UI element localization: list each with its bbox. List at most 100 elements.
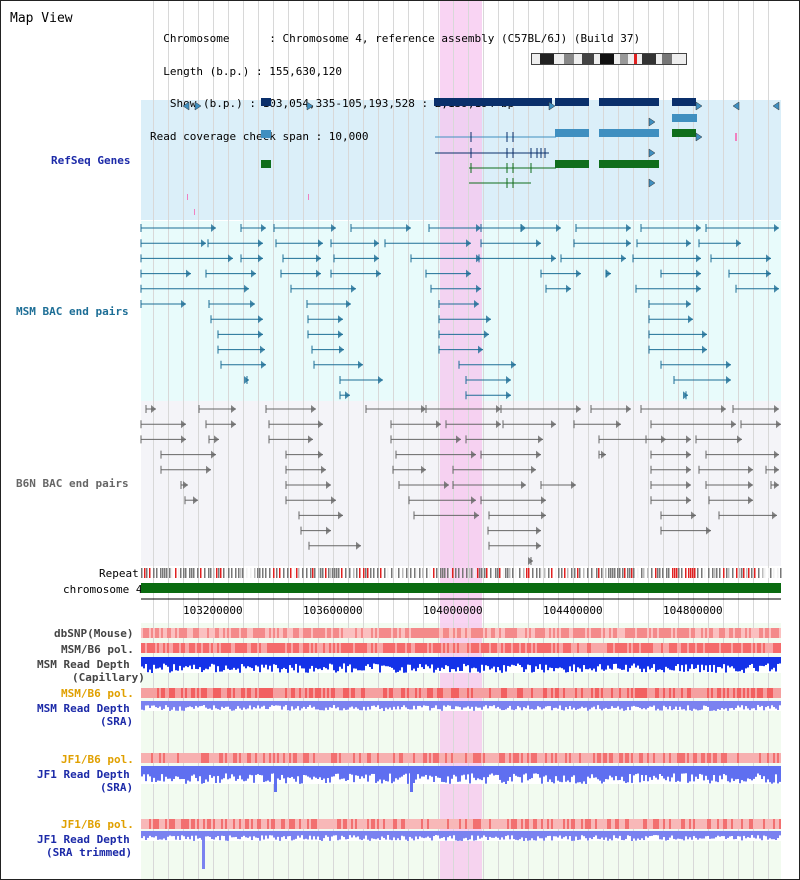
repeat-label[interactable]: Repeat — [99, 567, 139, 580]
polymorphism-mark — [319, 643, 321, 653]
read-depth-bar — [233, 657, 235, 668]
polymorphism-mark — [393, 753, 395, 763]
bac-end-arrow-icon — [536, 450, 541, 459]
read-depth-bar — [245, 701, 247, 710]
read-depth-bar — [657, 701, 659, 709]
polymorphism-mark — [435, 753, 437, 763]
bac-end-arrow-icon — [696, 284, 701, 293]
jf1-b6-pol-2-label[interactable]: JF1/B6 pol. — [61, 818, 134, 831]
read-depth-bar — [179, 701, 181, 707]
msm-read-depth-cap-label[interactable]: MSM Read Depth — [37, 658, 130, 671]
polymorphism-mark — [501, 753, 503, 763]
polymorphism-mark — [343, 628, 345, 638]
chromosome-ideogram[interactable] — [531, 53, 687, 65]
read-depth-bar — [219, 701, 221, 710]
read-depth-bar — [633, 766, 635, 776]
repeat-mark — [183, 568, 185, 578]
polymorphism-mark — [377, 628, 379, 638]
repeat-mark — [719, 568, 721, 578]
marker — [308, 194, 309, 200]
read-depth-bar — [231, 701, 233, 711]
marker — [194, 209, 195, 215]
polymorphism-mark — [517, 753, 519, 763]
msm-b6-pol-label[interactable]: MSM/B6 pol. — [61, 643, 134, 656]
polymorphism-mark — [299, 643, 301, 653]
polymorphism-mark — [523, 628, 525, 638]
read-depth-bar — [715, 657, 717, 673]
polymorphism-mark — [437, 688, 439, 698]
read-depth-bar — [269, 657, 271, 666]
polymorphism-mark — [759, 688, 761, 698]
jf1-b6-pol-label[interactable]: JF1/B6 pol. — [61, 753, 134, 766]
read-depth-bar — [663, 701, 665, 706]
axis-tick: 104400000 — [543, 604, 603, 617]
chromosome-label[interactable]: chromosome 4 — [63, 583, 143, 596]
read-depth-bar — [195, 657, 197, 669]
read-depth-bar — [549, 657, 551, 668]
msm-bac-label[interactable]: MSM BAC end pairs — [16, 305, 129, 318]
refseq-label[interactable]: RefSeq Genes — [51, 154, 131, 167]
jf1-read-depth-label[interactable]: JF1 Read Depth — [37, 768, 130, 781]
read-depth-bar — [573, 657, 575, 665]
repeat-mark — [365, 568, 367, 578]
polymorphism-mark — [545, 688, 547, 698]
read-depth-bar — [599, 831, 601, 840]
repeat-mark — [505, 568, 507, 578]
read-depth-bar — [281, 701, 283, 710]
b6n-bac-label[interactable]: B6N BAC end pairs — [16, 477, 129, 490]
read-depth-bar — [775, 831, 777, 841]
polymorphism-mark — [751, 688, 753, 698]
polymorphism-mark — [151, 753, 153, 763]
read-depth-bar — [649, 831, 651, 837]
repeat-mark — [532, 568, 534, 578]
polymorphism-mark — [595, 688, 597, 698]
read-depth-bar — [521, 657, 523, 668]
read-depth-bar — [533, 701, 535, 710]
read-depth-bar — [171, 766, 173, 782]
read-depth-bar — [739, 766, 741, 784]
polymorphism-mark — [359, 753, 361, 763]
read-depth-bar — [215, 831, 217, 838]
polymorphism-mark — [225, 819, 227, 829]
read-depth-bar — [253, 657, 255, 671]
polymorphism-band — [141, 688, 781, 698]
read-depth-bar — [693, 701, 695, 709]
polymorphism-mark — [289, 753, 291, 763]
polymorphism-mark — [511, 819, 513, 829]
polymorphism-mark — [651, 628, 653, 638]
polymorphism-mark — [437, 753, 439, 763]
polymorphism-mark — [421, 819, 423, 829]
read-depth-bar — [639, 831, 641, 840]
polymorphism-mark — [479, 753, 481, 763]
read-depth-bar — [191, 766, 193, 776]
read-depth-bar — [749, 657, 751, 665]
bac-end-arrow-icon — [406, 224, 411, 232]
read-depth-bar — [773, 657, 775, 668]
polymorphism-mark — [271, 819, 273, 829]
read-depth-bar — [285, 701, 287, 706]
read-depth-bar — [567, 657, 569, 673]
read-depth-bar — [715, 831, 717, 838]
read-depth-bar — [563, 657, 565, 670]
dbsnp-label[interactable]: dbSNP(Mouse) — [54, 627, 134, 640]
polymorphism-mark — [767, 688, 769, 698]
msm-b6-pol-sra-label[interactable]: MSM/B6 pol. — [61, 687, 134, 700]
polymorphism-mark — [581, 819, 583, 829]
polymorphism-mark — [669, 688, 671, 698]
jf1-trimmed-label[interactable]: JF1 Read Depth — [37, 833, 130, 846]
read-depth-bar — [677, 766, 679, 781]
polymorphism-mark — [545, 628, 547, 638]
read-depth-bar — [403, 766, 405, 775]
read-depth-bar — [317, 766, 319, 779]
msm-read-depth-sra-label[interactable]: MSM Read Depth — [37, 702, 130, 715]
read-depth-bar — [653, 657, 655, 665]
read-depth-bar — [241, 657, 243, 665]
selection-highlight[interactable] — [440, 1, 482, 879]
read-depth-bar — [533, 766, 535, 774]
read-depth-bar — [595, 701, 597, 710]
read-depth-bar — [467, 766, 469, 775]
read-depth-bar — [177, 766, 179, 777]
polymorphism-mark — [589, 819, 591, 829]
read-depth-bar — [615, 657, 617, 664]
